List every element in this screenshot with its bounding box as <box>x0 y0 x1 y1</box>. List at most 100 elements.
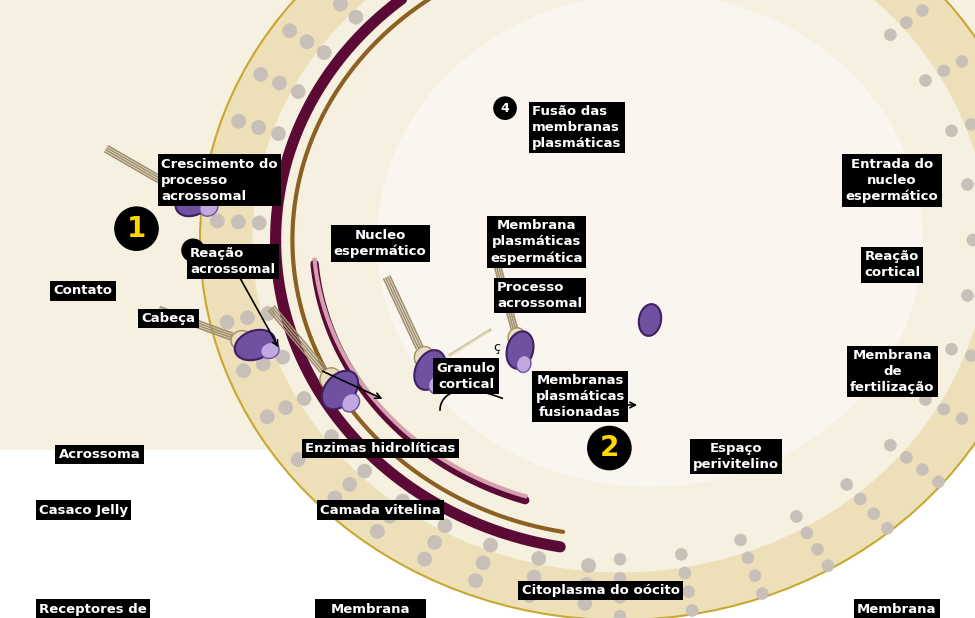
Text: Membrana
granular
cortical: Membrana granular cortical <box>857 603 937 618</box>
Ellipse shape <box>260 342 279 358</box>
Circle shape <box>300 35 314 49</box>
Ellipse shape <box>235 330 275 360</box>
Circle shape <box>757 588 768 599</box>
Circle shape <box>253 216 266 230</box>
Circle shape <box>868 507 879 520</box>
Ellipse shape <box>173 183 192 202</box>
Circle shape <box>527 570 541 584</box>
Text: Camada vitelina: Camada vitelina <box>320 504 441 517</box>
Circle shape <box>254 261 267 276</box>
Circle shape <box>965 118 975 130</box>
Text: 2: 2 <box>600 434 619 462</box>
Circle shape <box>967 234 975 246</box>
Circle shape <box>291 452 305 467</box>
Circle shape <box>283 23 296 38</box>
Circle shape <box>476 556 490 570</box>
Text: Nucleo
espermático: Nucleo espermático <box>333 229 427 258</box>
Circle shape <box>916 464 928 476</box>
Circle shape <box>588 426 631 470</box>
Circle shape <box>614 572 626 584</box>
Circle shape <box>916 4 928 17</box>
Circle shape <box>308 441 322 455</box>
Text: Citoplasma do oócito: Citoplasma do oócito <box>522 584 680 597</box>
Circle shape <box>679 567 691 579</box>
Circle shape <box>217 163 231 177</box>
Circle shape <box>900 451 913 464</box>
Circle shape <box>325 430 338 444</box>
Circle shape <box>328 491 342 505</box>
Circle shape <box>333 0 347 11</box>
Ellipse shape <box>507 331 533 369</box>
Text: Receptores de
proteina: Receptores de proteina <box>39 603 147 618</box>
Text: Cabeça: Cabeça <box>141 312 195 325</box>
Ellipse shape <box>639 304 661 336</box>
Circle shape <box>531 551 546 565</box>
Circle shape <box>276 350 290 364</box>
Circle shape <box>749 570 761 582</box>
Ellipse shape <box>176 184 214 216</box>
Circle shape <box>900 17 913 28</box>
Ellipse shape <box>322 371 358 409</box>
Circle shape <box>822 560 834 572</box>
Text: Fusão das
membranas
plasmáticas: Fusão das membranas plasmáticas <box>532 105 622 150</box>
Circle shape <box>919 74 931 87</box>
Text: ç: ç <box>493 341 500 353</box>
Circle shape <box>682 586 694 598</box>
Circle shape <box>241 311 254 325</box>
Circle shape <box>238 167 252 181</box>
Circle shape <box>854 493 866 505</box>
Circle shape <box>484 538 497 552</box>
Circle shape <box>383 509 397 523</box>
Circle shape <box>614 553 626 565</box>
Text: Reação
cortical: Reação cortical <box>864 250 920 279</box>
Ellipse shape <box>429 375 445 394</box>
Circle shape <box>523 588 536 603</box>
Text: 1: 1 <box>127 214 146 243</box>
Circle shape <box>317 46 332 59</box>
Ellipse shape <box>342 394 360 412</box>
Text: Acrossoma: Acrossoma <box>58 448 140 461</box>
Circle shape <box>614 610 626 618</box>
Circle shape <box>417 552 432 566</box>
Circle shape <box>349 10 363 24</box>
Circle shape <box>961 289 973 302</box>
Text: Membrana
de
fertilização: Membrana de fertilização <box>850 349 934 394</box>
Ellipse shape <box>414 347 433 367</box>
Circle shape <box>956 413 968 425</box>
Text: Enzimas hidrolíticas: Enzimas hidrolíticas <box>305 442 455 455</box>
Ellipse shape <box>320 368 340 389</box>
Text: Granulo
cortical: Granulo cortical <box>437 362 495 391</box>
Circle shape <box>292 85 305 99</box>
Circle shape <box>494 97 516 119</box>
Text: Processo
acrossomal: Processo acrossomal <box>497 281 582 310</box>
Circle shape <box>254 67 268 82</box>
Circle shape <box>578 596 592 611</box>
Circle shape <box>261 307 275 321</box>
Circle shape <box>271 127 286 141</box>
Circle shape <box>946 125 957 137</box>
Circle shape <box>735 534 747 546</box>
Text: Membrana
plasmática do
óócito: Membrana plasmática do óócito <box>318 603 423 618</box>
Text: Crescimento do
processo
acrossomal: Crescimento do processo acrossomal <box>161 158 278 203</box>
Circle shape <box>279 400 292 415</box>
Text: Contato: Contato <box>54 284 113 297</box>
Circle shape <box>232 263 247 277</box>
Circle shape <box>396 494 410 508</box>
Ellipse shape <box>231 331 252 349</box>
Circle shape <box>932 476 945 488</box>
Circle shape <box>220 315 234 329</box>
Circle shape <box>438 519 451 533</box>
Circle shape <box>581 559 596 572</box>
Ellipse shape <box>508 328 526 347</box>
Circle shape <box>742 552 754 564</box>
Circle shape <box>965 350 975 362</box>
Circle shape <box>938 65 950 77</box>
Bar <box>0 450 975 618</box>
Text: 4: 4 <box>501 101 509 115</box>
Circle shape <box>237 364 251 378</box>
Circle shape <box>840 478 853 491</box>
Ellipse shape <box>517 355 531 373</box>
Circle shape <box>961 179 973 190</box>
Circle shape <box>343 478 357 491</box>
Circle shape <box>256 357 270 371</box>
